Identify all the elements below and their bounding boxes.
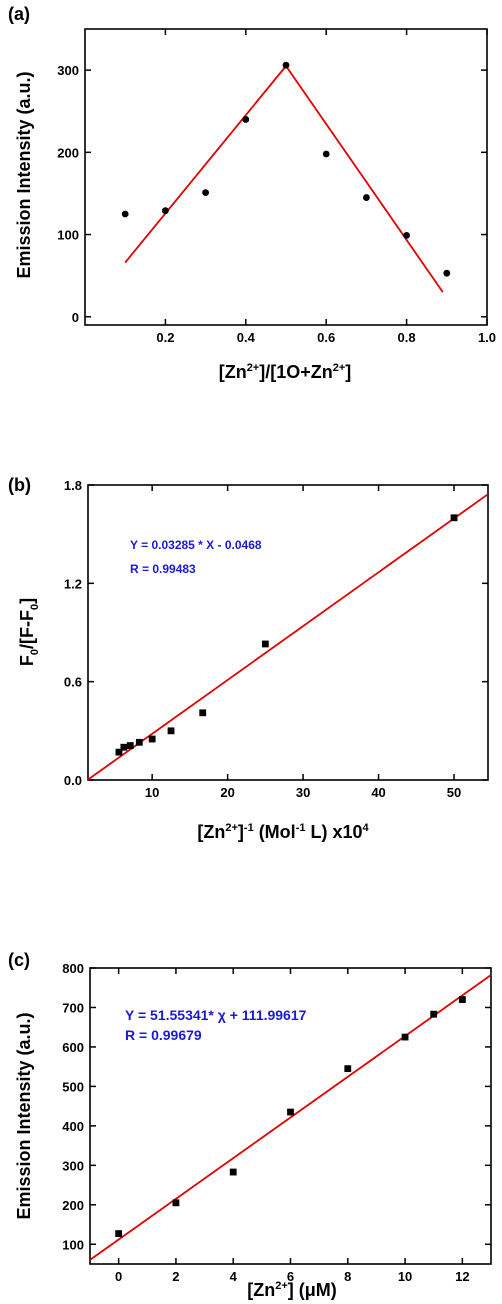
data-point (430, 1010, 438, 1018)
data-point (148, 735, 156, 743)
data-point (115, 748, 123, 756)
data-point (261, 640, 269, 648)
panel-c-points (115, 996, 466, 1238)
panel-c-equation: Y = 51.55341* χ + 111.99617 (125, 1007, 307, 1023)
x-tick-label: 50 (447, 785, 461, 800)
data-point (344, 1065, 352, 1073)
x-tick-label: 0.4 (237, 330, 256, 345)
panel-b-label: (b) (8, 475, 31, 495)
panel-b-r-value: R = 0.99483 (130, 562, 196, 576)
data-point (282, 61, 290, 69)
x-tick-label: 10 (398, 1269, 412, 1284)
data-point (199, 709, 207, 717)
panel-a-ticks: 0.2 0.4 0.6 0.8 1.0 0 100 200 300 (57, 29, 496, 345)
panel-a-points (121, 61, 451, 277)
panel-c-ticks: 0 2 4 6 8 10 12 100 200 300 400 500 600 700 800 (62, 961, 491, 1284)
x-tick-label: 4 (230, 1269, 238, 1284)
panel-c-r-value: R = 0.99679 (125, 1027, 202, 1043)
panel-b-points (115, 514, 458, 756)
panel-b-frame (87, 484, 489, 781)
x-tick-label: 20 (220, 785, 234, 800)
y-tick-label: 0 (72, 310, 79, 325)
panel-b-xlabel: [Zn2+]-1 (Mol-1 L) x104 (197, 822, 369, 842)
data-point (121, 210, 129, 218)
panel-b: (b) 10 20 30 40 50 0.0 0.6 1.2 1.8 Y = 0.03285 *… (8, 475, 489, 842)
data-point (287, 1108, 294, 1116)
x-tick-label: 0.2 (156, 330, 174, 345)
x-tick-label: 1.0 (478, 330, 496, 345)
data-point (401, 1033, 409, 1041)
panel-b-fit-lines (87, 493, 489, 781)
panel-c-label: (c) (8, 950, 30, 970)
y-tick-label: 200 (62, 1198, 84, 1213)
panel-c: (c) 0 2 4 6 8 10 12 100 200 300 400 500 600 700 800 Y … (8, 950, 492, 1300)
panel-a-frame (84, 28, 488, 326)
x-tick-label: 12 (455, 1269, 469, 1284)
data-point (162, 207, 169, 215)
y-tick-label: 0.0 (64, 773, 82, 788)
data-point (322, 150, 330, 158)
panel-c-ylabel: Emission Intensity (a.u.) (14, 1012, 34, 1219)
y-tick-label: 500 (62, 1079, 84, 1094)
fit-line (87, 493, 489, 781)
data-point (120, 743, 128, 751)
data-point (167, 727, 175, 735)
data-point (403, 231, 410, 239)
fit-line (124, 65, 287, 264)
y-tick-label: 100 (57, 228, 79, 243)
x-tick-label: 10 (145, 785, 159, 800)
panel-a-xlabel: [Zn2+]/[1O+Zn2+] (219, 362, 352, 382)
x-tick-label: 2 (172, 1269, 179, 1284)
y-tick-label: 800 (62, 961, 84, 976)
fit-line (89, 974, 492, 1261)
panel-b-ylabel: F0/[F-F0] (17, 598, 41, 666)
y-tick-label: 700 (62, 1000, 84, 1015)
panel-a-ylabel: Emission Intensity (a.u.) (14, 71, 34, 278)
y-tick-label: 0.6 (64, 675, 82, 690)
y-tick-label: 1.2 (64, 576, 82, 591)
y-tick-label: 100 (62, 1237, 84, 1252)
x-tick-label: 8 (344, 1269, 351, 1284)
x-tick-label: 6 (287, 1269, 294, 1284)
data-point (363, 194, 370, 201)
data-point (202, 189, 210, 197)
data-point (242, 116, 250, 123)
panel-b-equation: Y = 0.03285 * X - 0.0468 (130, 538, 262, 552)
data-point (458, 996, 466, 1003)
panel-b-ticks: 10 20 30 40 50 0.0 0.6 1.2 1.8 (64, 478, 488, 800)
panel-c-fit-lines (89, 974, 492, 1261)
data-point (135, 738, 143, 746)
data-point (450, 514, 458, 522)
y-tick-label: 400 (62, 1119, 84, 1134)
y-tick-label: 300 (57, 63, 79, 78)
panel-c-xlabel: [Zn2+] (μM) (247, 1280, 337, 1300)
data-point (172, 1199, 180, 1207)
y-tick-label: 1.8 (64, 478, 82, 493)
data-point (115, 1230, 123, 1238)
y-tick-label: 600 (62, 1040, 84, 1055)
x-tick-label: 30 (296, 785, 310, 800)
y-tick-label: 200 (57, 145, 79, 160)
x-tick-label: 40 (371, 785, 385, 800)
data-point (443, 269, 451, 277)
fit-line (285, 65, 444, 293)
y-tick-label: 300 (62, 1158, 84, 1173)
data-point (229, 1168, 237, 1176)
panel-a-label: (a) (8, 4, 30, 24)
panel-a: (a) 0.2 0.4 0.6 0.8 1.0 0 100 200 300 [Zn2+]/[1O… (8, 4, 496, 382)
x-tick-label: 0.6 (317, 330, 335, 345)
data-point (126, 742, 134, 749)
x-tick-label: 0.8 (398, 330, 416, 345)
panel-a-fit-lines (124, 65, 444, 293)
x-tick-label: 0 (115, 1269, 122, 1284)
